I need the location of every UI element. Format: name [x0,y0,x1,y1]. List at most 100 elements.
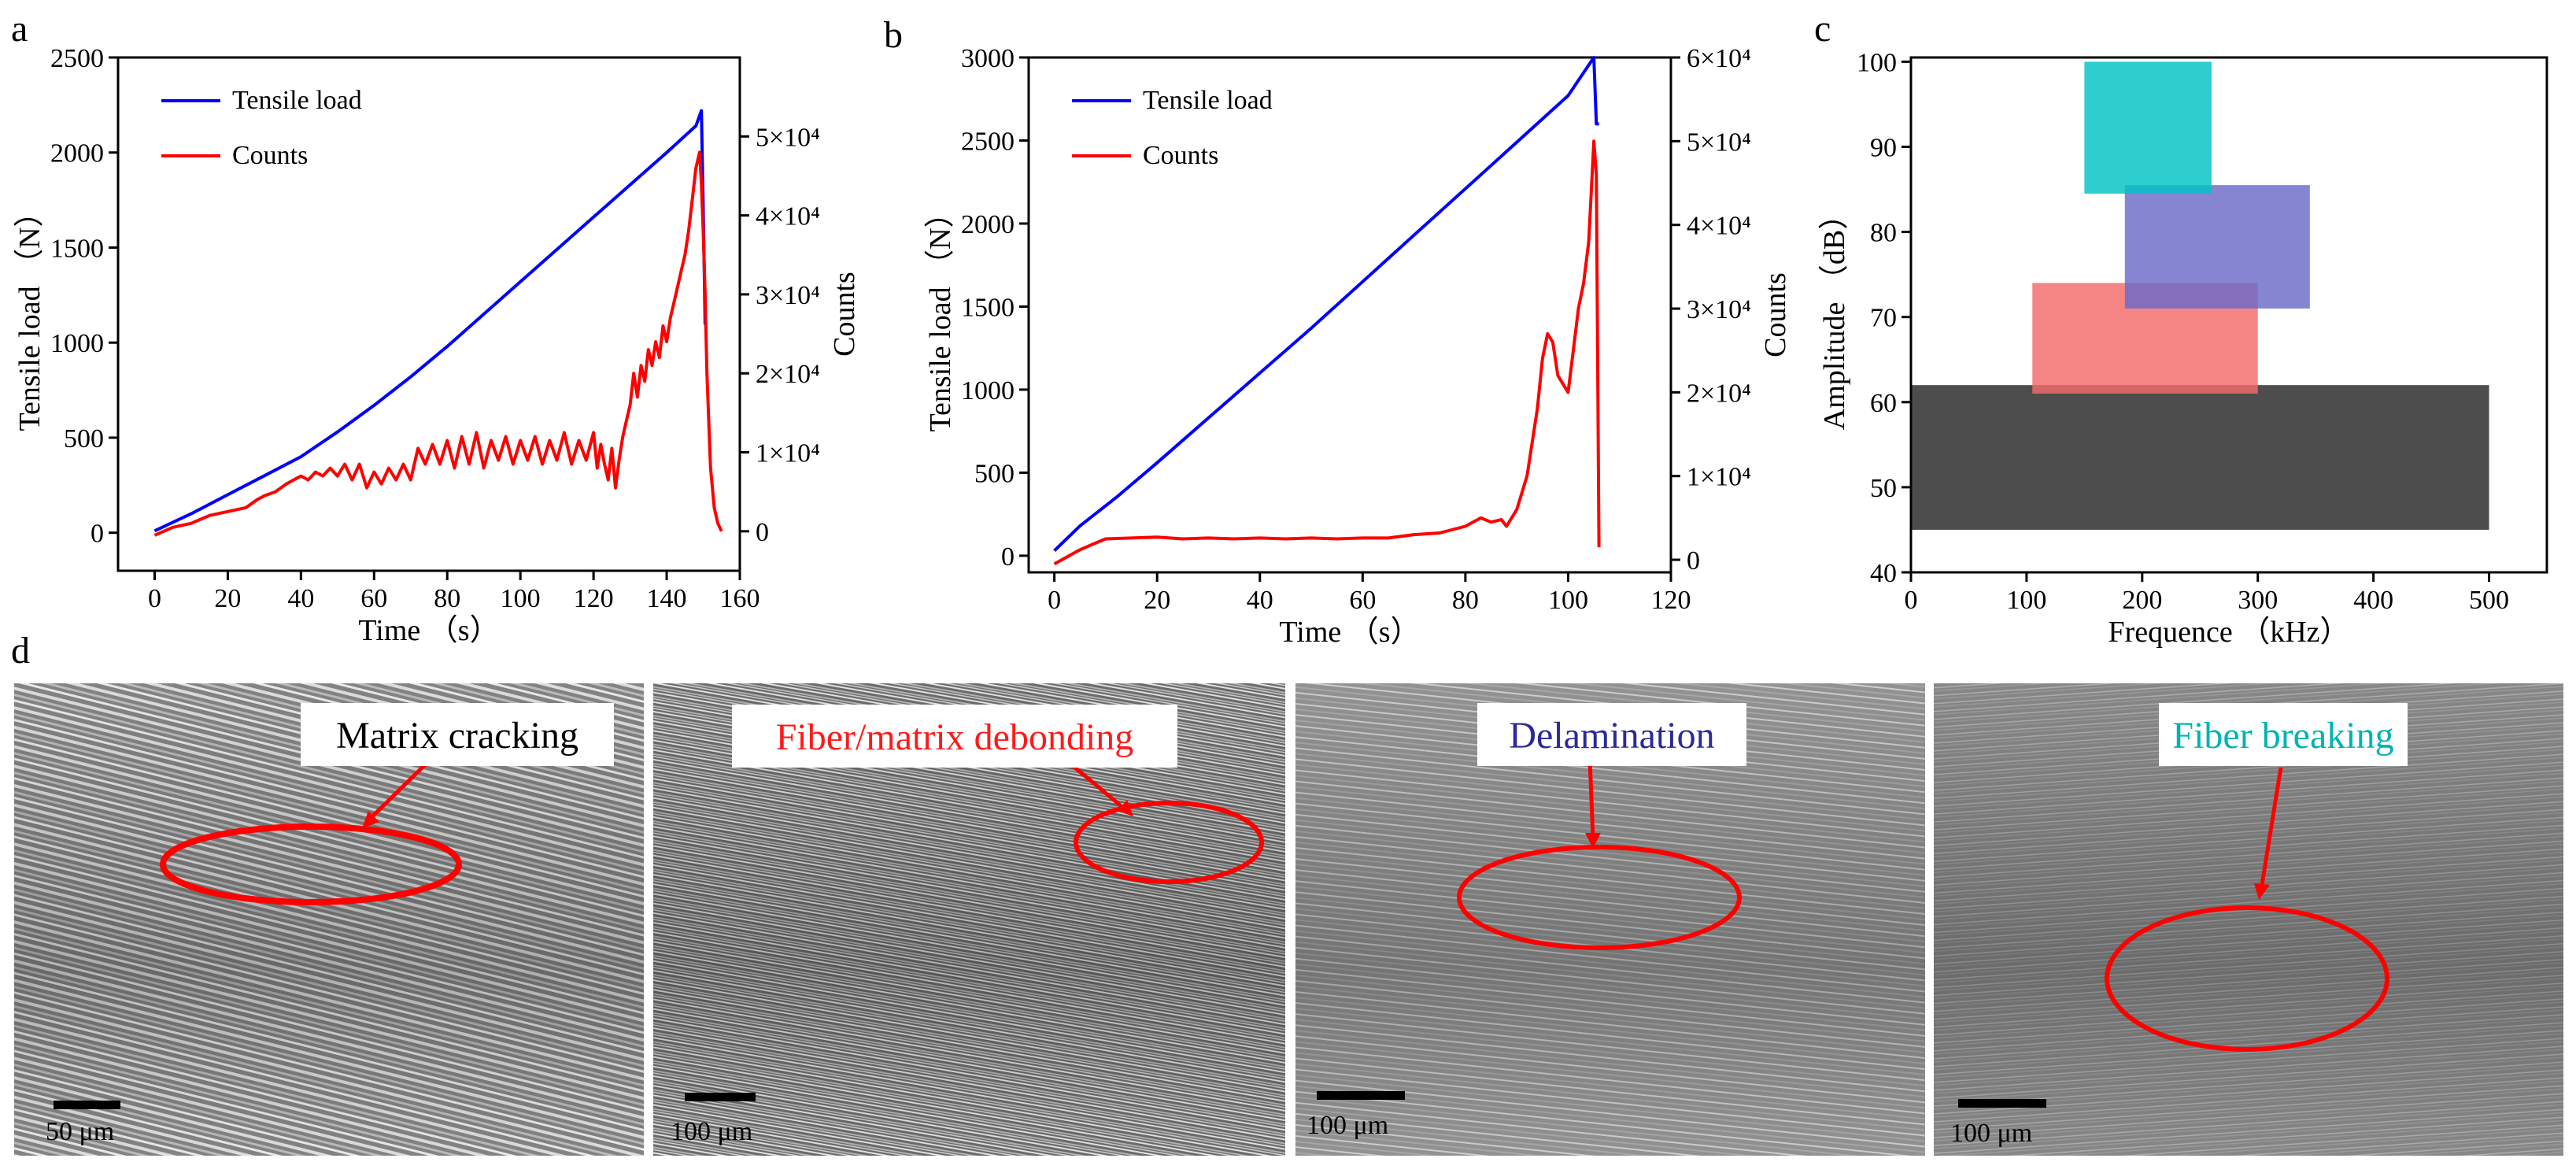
y-tick-label: 0 [1001,542,1015,572]
x-tick-label: 40 [1247,586,1273,615]
callout-label-1: Matrix cracking [336,715,578,757]
micrograph-panel-3: Delamination 100 μm [1295,683,1925,1156]
y2-tick-label: 0 [1687,546,1700,575]
y2-axis-label: Counts [1759,272,1792,357]
callout-label-2: Fiber/matrix debonding [776,716,1134,758]
y2-tick-label: 4×10⁴ [756,202,820,231]
callout-box-4 [2159,703,2408,766]
y2-tick-label: 5×10⁴ [1687,128,1751,157]
x-tick-label: 400 [2353,586,2393,615]
x-tick-label: 200 [2122,586,2162,615]
scalebar-label-2: 100 μm [671,1117,752,1146]
chart-b: 0 20 40 60 80 100 120 0 500 1000 1500 2000 2500 3000 0… [924,44,1792,649]
legend-label: Tensile load [232,86,362,115]
y2-tick-label: 1×10⁴ [1687,463,1751,492]
x-axis-label: Frequence （kHz） [2108,616,2349,649]
y-tick-label: 1000 [50,329,104,358]
marker-arrowhead-1 [362,811,379,828]
x-axis-label: Time （s） [1279,616,1420,649]
callout-box-1 [301,703,614,766]
x-tick-label: 80 [434,584,460,613]
x-tick-label: 100 [501,584,541,613]
y2-axis-label: Counts [828,272,861,357]
callout-box-3 [1477,703,1746,766]
marker-ellipse-1 [160,823,462,905]
x-tick-label: 100 [2006,586,2046,615]
series-line-counts [153,150,723,537]
x-tick-label: 60 [1349,586,1376,615]
chart-a: 0 20 40 60 80 100 120 140 160 0 500 1000 1500 2000 250… [13,44,861,647]
marker-arrowhead-2 [1118,800,1133,816]
marker-arrowhead-3 [1585,833,1601,849]
y-tick-label: 1500 [50,234,104,263]
plot-frame [1909,56,2548,574]
x-tick-label: 100 [1548,586,1588,615]
marker-arrowhead-4 [2254,883,2270,900]
y2-tick-label: 1×10⁴ [756,439,820,468]
y-axis-label: Tensile load （N） [924,198,957,431]
x-tick-label: 500 [2469,586,2509,615]
scalebar-label-3: 100 μm [1306,1111,1388,1140]
y-axis-label: Tensile load （N） [13,197,46,431]
y-tick-label: 90 [1870,134,1897,163]
marker-ellipse-2 [1074,801,1264,884]
micrograph-panel-1: Matrix cracking 50 μm [14,683,644,1156]
plot-frame [116,56,741,572]
scalebar-2 [685,1093,756,1101]
marker-arrow-4 [2259,767,2283,890]
y-tick-label: 80 [1870,219,1897,248]
x-tick-label: 80 [1452,586,1479,615]
x-tick-label: 120 [1651,586,1691,615]
scalebar-1 [54,1101,120,1109]
panel-label-b: b [884,14,903,56]
series-line-tensile-load [153,109,708,533]
callout-box-2 [732,705,1177,768]
scalebar-3 [1317,1091,1405,1100]
panel-label-c: c [1814,8,1831,50]
scalebar-label-1: 50 μm [46,1117,114,1146]
y-tick-label: 100 [1857,48,1897,77]
y-tick-label: 1500 [961,293,1015,322]
region-fiber-breaking [2084,61,2212,194]
y-tick-label: 2000 [50,139,104,168]
x-tick-label: 120 [574,584,614,613]
y-tick-label: 0 [91,520,104,549]
x-tick-label: 300 [2238,586,2278,615]
legend-label: Counts [1143,141,1218,170]
y-tick-label: 500 [974,459,1015,488]
y2-tick-label: 6×10⁴ [1687,44,1751,73]
legend-label: Counts [232,141,308,170]
x-axis-label: Time （s） [358,614,499,647]
y-tick-label: 500 [64,424,104,453]
y-tick-label: 60 [1870,389,1897,418]
y-tick-label: 50 [1870,474,1897,503]
y2-tick-label: 3×10⁴ [1687,295,1751,324]
callout-label-4: Fiber breaking [2172,715,2393,757]
y-tick-label: 2500 [961,127,1015,156]
x-tick-label: 20 [1144,586,1170,615]
panel-label-a: a [11,8,28,50]
micrograph-panel-4: Fiber breaking 100 μm [1934,683,2563,1156]
panel-label-d: d [11,630,30,672]
x-tick-label: 140 [647,584,687,613]
micrograph-panel-2: Fiber/matrix debonding 100 μm [653,683,1285,1156]
scalebar-label-4: 100 μm [1950,1119,2032,1148]
y-tick-label: 70 [1870,304,1897,333]
marker-arrow-3 [1587,759,1595,839]
y2-tick-label: 5×10⁴ [756,123,820,152]
x-tick-label: 0 [1905,586,1918,615]
x-tick-label: 60 [360,584,387,613]
region-matrix [1911,385,2489,530]
callout-label-3: Delamination [1509,715,1714,757]
x-tick-label: 0 [148,584,161,613]
chart-c: 0 100 200 300 400 500 40 50 60 70 80 90 100 Frequence… [1818,48,2548,649]
series-line-tensile-load [1053,56,1599,553]
series-line-counts [1053,139,1601,566]
plot-frame [1027,56,1672,574]
y2-tick-label: 0 [756,518,769,547]
y2-tick-label: 2×10⁴ [1687,379,1751,408]
y-tick-label: 2000 [961,210,1015,239]
x-tick-label: 0 [1048,586,1061,615]
